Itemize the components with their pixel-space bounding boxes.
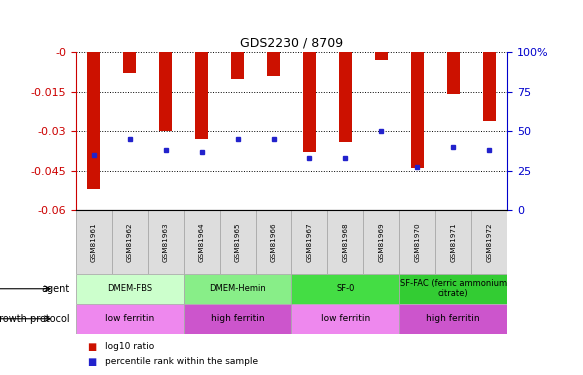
Bar: [292, 274, 399, 304]
Bar: [255, 210, 292, 274]
Bar: [195, 53, 208, 139]
Text: GSM81969: GSM81969: [378, 222, 384, 262]
Bar: [399, 274, 507, 304]
Bar: [76, 210, 112, 274]
Bar: [159, 53, 172, 131]
Bar: [124, 53, 136, 74]
Text: DMEM-Hemin: DMEM-Hemin: [209, 284, 266, 293]
Bar: [292, 210, 328, 274]
Bar: [76, 274, 184, 304]
Bar: [399, 210, 436, 274]
Text: GSM81964: GSM81964: [199, 222, 205, 262]
Text: GSM81963: GSM81963: [163, 222, 168, 262]
Bar: [328, 210, 363, 274]
Bar: [220, 210, 255, 274]
Text: growth protocol: growth protocol: [0, 314, 70, 324]
Text: DMEM-FBS: DMEM-FBS: [107, 284, 152, 293]
Text: percentile rank within the sample: percentile rank within the sample: [105, 357, 258, 366]
Bar: [363, 210, 399, 274]
Bar: [231, 53, 244, 79]
Text: GSM81968: GSM81968: [342, 222, 349, 262]
Bar: [411, 53, 424, 168]
Text: high ferritin: high ferritin: [211, 314, 264, 323]
Text: GSM81966: GSM81966: [271, 222, 276, 262]
Text: SF-FAC (ferric ammonium
citrate): SF-FAC (ferric ammonium citrate): [400, 279, 507, 298]
Text: agent: agent: [42, 284, 70, 294]
Text: low ferritin: low ferritin: [105, 314, 154, 323]
Text: GSM81965: GSM81965: [234, 222, 241, 262]
Bar: [447, 53, 459, 94]
Text: ■: ■: [87, 342, 97, 352]
Bar: [147, 210, 184, 274]
Text: ■: ■: [87, 357, 97, 367]
Bar: [471, 210, 507, 274]
Bar: [292, 304, 399, 334]
Bar: [184, 210, 220, 274]
Bar: [436, 210, 471, 274]
Bar: [303, 53, 316, 152]
Text: GSM81967: GSM81967: [307, 222, 312, 262]
Text: high ferritin: high ferritin: [427, 314, 480, 323]
Bar: [399, 304, 507, 334]
Bar: [375, 53, 388, 60]
Text: GSM81971: GSM81971: [450, 222, 456, 262]
Title: GDS2230 / 8709: GDS2230 / 8709: [240, 37, 343, 50]
Bar: [112, 210, 147, 274]
Bar: [339, 53, 352, 142]
Bar: [87, 53, 100, 189]
Bar: [267, 53, 280, 76]
Text: GSM81970: GSM81970: [415, 222, 420, 262]
Text: GSM81961: GSM81961: [91, 222, 97, 262]
Text: SF-0: SF-0: [336, 284, 354, 293]
Bar: [184, 274, 292, 304]
Bar: [184, 304, 292, 334]
Text: log10 ratio: log10 ratio: [105, 342, 154, 351]
Bar: [483, 53, 496, 121]
Text: GSM81972: GSM81972: [486, 222, 492, 262]
Bar: [76, 304, 184, 334]
Text: low ferritin: low ferritin: [321, 314, 370, 323]
Text: GSM81962: GSM81962: [127, 222, 133, 262]
